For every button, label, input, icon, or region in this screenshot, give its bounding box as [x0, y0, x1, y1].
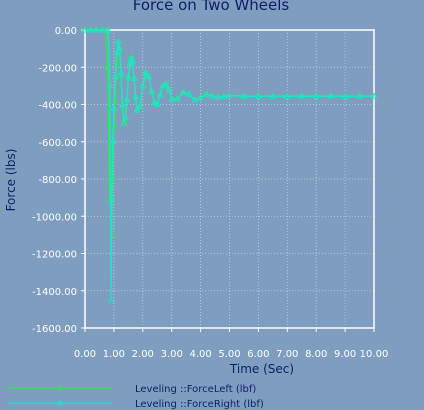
data-point: [108, 194, 116, 201]
data-point: [327, 92, 335, 99]
data-point: [116, 45, 124, 52]
data-point: [153, 100, 161, 108]
y-tick-label: -1000.00: [32, 212, 77, 223]
data-point: [150, 99, 158, 106]
data-point: [191, 96, 199, 103]
data-point: [106, 120, 112, 126]
data-point: [136, 102, 144, 109]
legend-label: Leveling ::ForceLeft (lbf): [135, 384, 256, 395]
data-point: [114, 37, 122, 44]
data-point: [93, 26, 100, 33]
data-point: [119, 100, 126, 108]
data-point: [298, 92, 306, 99]
data-point: [139, 82, 147, 89]
x-tick-label: 10.00: [360, 349, 389, 360]
data-point: [356, 92, 363, 99]
data-point: [117, 69, 125, 76]
y-tick-label: -800.00: [38, 175, 77, 186]
y-axis-label: Force (lbs): [4, 149, 18, 212]
x-tick-label: 4.00: [189, 349, 211, 360]
data-point: [106, 82, 114, 89]
data-point: [109, 138, 117, 145]
data-point: [126, 59, 134, 67]
data-point: [104, 26, 112, 33]
series-layer: [81, 26, 378, 303]
data-point: [174, 95, 181, 102]
data-point: [98, 26, 106, 33]
data-point: [107, 296, 115, 303]
data-point: [269, 92, 277, 99]
data-point: [220, 92, 228, 100]
y-tick-label: -1600.00: [32, 324, 77, 335]
legend-label: Leveling ::ForceRight (lbf): [135, 399, 264, 410]
data-point: [341, 92, 349, 99]
data-point: [123, 95, 131, 102]
data-point: [122, 114, 129, 121]
data-point: [112, 98, 118, 104]
x-tick-label: 9.00: [334, 349, 356, 360]
y-tick-label: -600.00: [38, 138, 77, 149]
legend: Leveling ::ForceLeft (lbf)Leveling ::For…: [8, 384, 264, 410]
y-tick-label: -400.00: [38, 101, 77, 112]
y-tick-labels: 0.00 -200.00 -400.00 -600.00 -800.00 -1000.00…: [32, 26, 85, 335]
data-point: [214, 93, 222, 100]
x-tick-label: 5.00: [218, 349, 240, 360]
x-tick-label: 1.00: [103, 349, 125, 360]
data-point: [159, 82, 167, 89]
data-point: [312, 92, 320, 99]
data-point: [179, 88, 187, 95]
data-point: [168, 95, 176, 102]
data-point: [165, 86, 173, 93]
data-point: [145, 73, 152, 80]
data-point: [240, 92, 248, 99]
data-point: [142, 69, 150, 76]
data-point: [203, 90, 210, 97]
x-axis-label: Time (Sec): [229, 362, 294, 376]
x-tick-label: 6.00: [247, 349, 269, 360]
legend-item: Leveling ::ForceRight (lbf): [8, 399, 264, 410]
data-point: [124, 73, 132, 80]
y-tick-label: -1200.00: [32, 250, 77, 261]
data-point: [130, 74, 138, 81]
data-point: [370, 92, 378, 99]
legend-swatch-marker: [57, 385, 63, 391]
data-point: [110, 104, 118, 111]
data-point: [111, 73, 119, 80]
data-point: [127, 54, 135, 61]
data-point: [255, 92, 262, 99]
data-point: [113, 48, 121, 55]
data-point: [133, 106, 141, 113]
x-tick-labels: 0.00 1.00 2.00 3.00 4.00 5.00 6.00 7.00 8.00 9.00…: [74, 328, 388, 360]
data-point: [120, 119, 128, 126]
x-tick-label: 8.00: [305, 349, 327, 360]
series-2: [81, 26, 378, 303]
x-tick-label: 3.00: [161, 349, 183, 360]
data-point: [148, 87, 155, 94]
data-point: [283, 92, 291, 99]
data-point: [226, 92, 233, 99]
chart-title: Force on Two Wheels: [133, 0, 290, 14]
data-point: [132, 93, 139, 100]
data-point: [87, 26, 95, 33]
data-point: [208, 92, 216, 99]
legend-item: Leveling ::ForceLeft (lbf): [8, 384, 256, 395]
data-point: [185, 90, 193, 97]
data-point: [197, 94, 204, 101]
data-point: [129, 58, 137, 65]
x-tick-label: 0.00: [74, 349, 96, 360]
legend-swatch-marker: [56, 399, 64, 406]
data-point: [156, 91, 164, 98]
y-tick-label: -200.00: [38, 63, 77, 74]
x-tick-label: 7.00: [276, 349, 298, 360]
x-tick-label: 2.00: [132, 349, 154, 360]
y-tick-label: -1400.00: [32, 287, 77, 298]
data-point: [81, 26, 89, 33]
data-point: [162, 80, 170, 87]
y-tick-label: 0.00: [55, 26, 77, 37]
